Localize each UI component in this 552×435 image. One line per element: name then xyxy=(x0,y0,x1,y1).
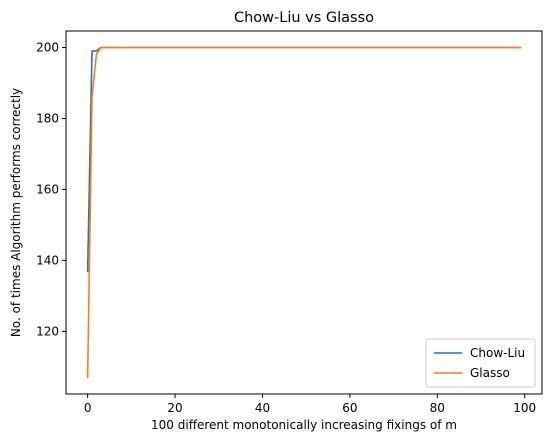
x-axis-title: 100 different monotonically increasing f… xyxy=(151,418,457,432)
series-lines xyxy=(86,46,522,379)
plot-area-frame xyxy=(65,30,543,395)
series-line-glasso xyxy=(86,46,522,379)
x-tick-label: 20 xyxy=(167,401,182,415)
legend-box xyxy=(425,338,536,388)
y-tick-label: 120 xyxy=(36,324,59,338)
legend-label: Chow-Liu xyxy=(470,346,525,360)
ticks-layer: 0 20 40 60 80 100 120 140 160 180 200 xyxy=(36,41,536,416)
y-axis-title: No. of times Algorithm performs correctl… xyxy=(9,88,23,337)
x-tick-label: 80 xyxy=(430,401,445,415)
y-tick-label: 180 xyxy=(36,111,59,125)
legend: Chow-Liu Glasso xyxy=(425,338,536,388)
x-tick-label: 60 xyxy=(342,401,357,415)
x-tick-label: 0 xyxy=(84,401,92,415)
x-tick-label: 100 xyxy=(513,401,536,415)
y-tick-label: 160 xyxy=(36,182,59,196)
x-tick-label: 40 xyxy=(255,401,270,415)
chart-title: Chow-Liu vs Glasso xyxy=(234,10,374,26)
y-tick-label: 140 xyxy=(36,253,59,267)
legend-label: Glasso xyxy=(470,366,510,380)
y-tick-label: 200 xyxy=(36,41,59,55)
